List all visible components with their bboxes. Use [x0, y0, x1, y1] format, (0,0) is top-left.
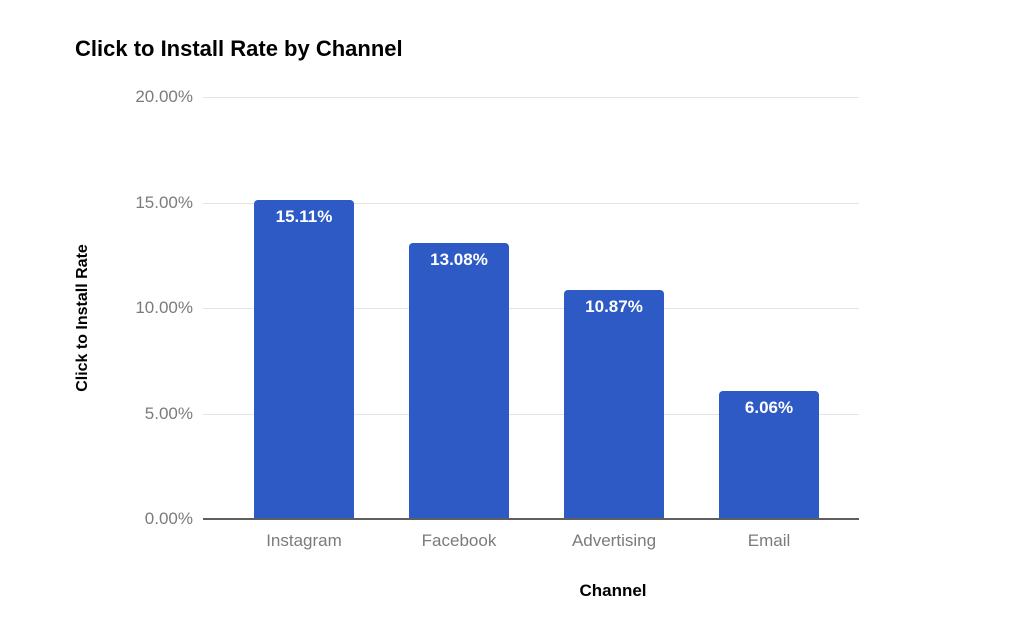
x-category-label-advertising: Advertising: [571, 531, 657, 550]
chart-title: Click to Install Rate by Channel: [75, 36, 403, 61]
gridline-5pct: [203, 413, 859, 415]
bar-instagram: 15.11%: [254, 200, 354, 519]
y-tick-label-10pct: 10.00%: [135, 298, 193, 317]
bar-facebook: 13.08%: [409, 243, 509, 519]
bar-advertising: 10.87%: [564, 289, 664, 519]
bar-value-label-facebook: 13.08%: [430, 250, 488, 269]
bar-email: 6.06%: [719, 391, 819, 519]
gridline-20pct: [203, 97, 859, 98]
plot-area: 20.00% 15.00% 10.00% 5.00% 0.00% 15.11% Instag…: [135, 87, 859, 550]
y-tick-label-15pct: 15.00%: [135, 192, 193, 212]
gridline-15pct: [203, 202, 859, 204]
x-category-label-instagram: Instagram: [266, 531, 342, 550]
x-axis-baseline: [203, 517, 859, 520]
y-axis-title: Click to Install Rate: [74, 244, 91, 392]
gridline-10pct: [203, 308, 859, 309]
bar-value-label-email: 6.06%: [744, 398, 794, 418]
y-tick-label-5pct: 5.00%: [144, 403, 193, 423]
y-tick-label-0pct: 0.00%: [144, 509, 193, 528]
x-category-label-facebook: Facebook: [421, 531, 497, 550]
bar-value-label-advertising: 10.87%: [585, 296, 643, 316]
bar-value-label-instagram: 15.11%: [275, 207, 333, 227]
x-axis-title: Channel: [579, 581, 647, 600]
x-category-label-email: Email: [747, 531, 791, 550]
y-tick-label-20pct: 20.00%: [135, 87, 193, 106]
